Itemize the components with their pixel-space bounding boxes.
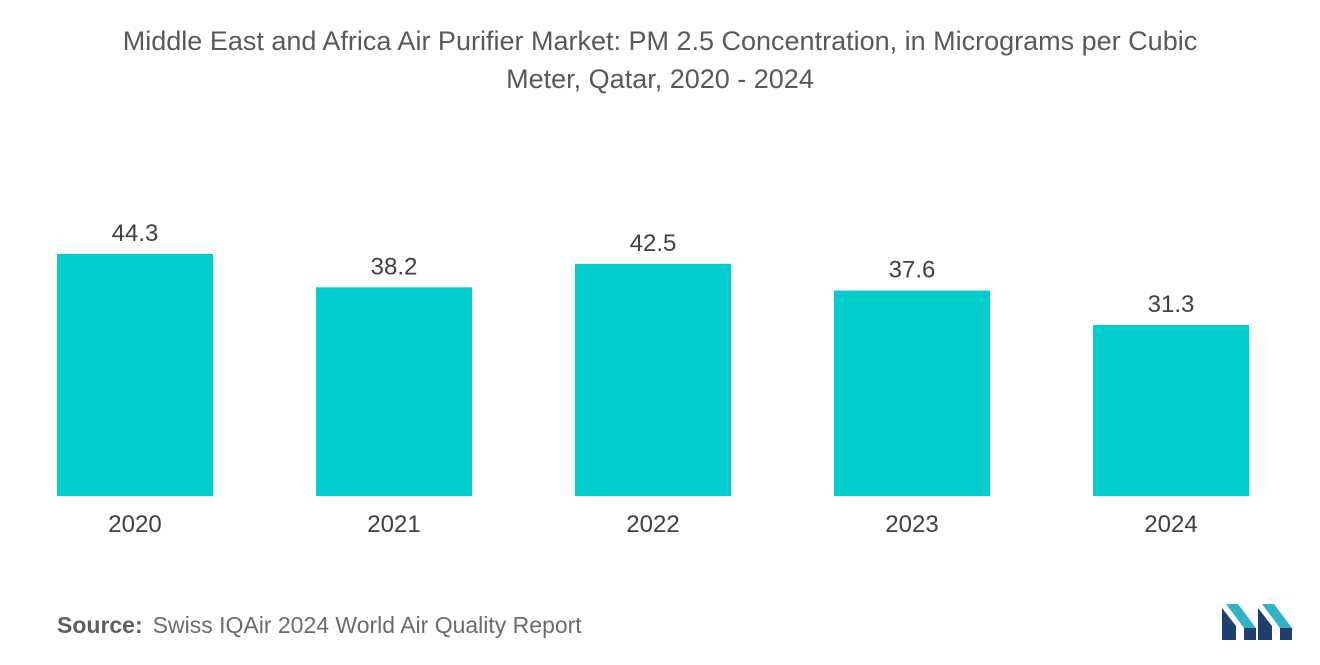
- source-label: Source:: [57, 612, 143, 638]
- x-tick-label-2021: 2021: [367, 511, 420, 538]
- data-label-2024: 31.3: [1148, 291, 1195, 318]
- x-tick-label-2024: 2024: [1144, 511, 1197, 538]
- source-text: Swiss IQAir 2024 World Air Quality Repor…: [152, 612, 582, 638]
- bar-chart: 44.3 2020 38.2 2021 42.5 2022 37.6 2023 31.3 2024: [57, 220, 1249, 538]
- x-tick-label-2023: 2023: [885, 511, 938, 538]
- chart-title: Middle East and Africa Air Purifier Mark…: [0, 22, 1320, 98]
- data-label-2023: 37.6: [889, 257, 936, 284]
- bar-2021: [316, 287, 472, 496]
- data-label-2021: 38.2: [371, 253, 418, 280]
- source-note: Source: Swiss IQAir 2024 World Air Qualit…: [57, 612, 582, 639]
- bar-2023: [834, 290, 990, 496]
- data-label-2022: 42.5: [630, 230, 677, 257]
- x-tick-label-2020: 2020: [108, 511, 161, 538]
- chart-title-line-1: Middle East and Africa Air Purifier Mark…: [122, 26, 1198, 56]
- chart-title-line-2: Meter, Qatar, 2020 - 2024: [506, 64, 814, 94]
- x-tick-label-2022: 2022: [626, 511, 679, 538]
- bar-2024: [1093, 325, 1249, 496]
- company-logo-icon: [1222, 604, 1292, 640]
- data-label-2020: 44.3: [112, 220, 159, 247]
- bar-2020: [57, 254, 213, 496]
- bar-2022: [575, 263, 731, 496]
